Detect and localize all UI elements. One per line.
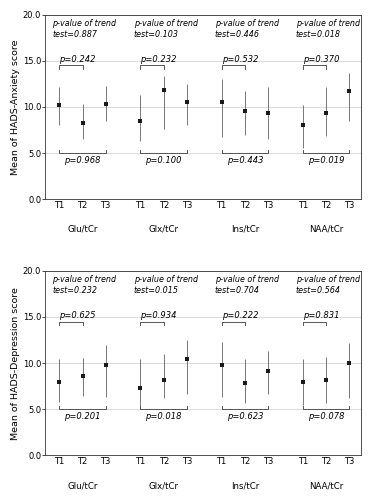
Text: p=0.968: p=0.968 [64,156,101,165]
Text: p=0.443: p=0.443 [227,156,263,165]
Text: Glx/tCr: Glx/tCr [149,225,179,234]
Text: p-value of trend
test=0.015: p-value of trend test=0.015 [133,276,198,295]
Text: p=0.831: p=0.831 [303,311,339,320]
Text: NAA/tCr: NAA/tCr [309,225,343,234]
Text: p=0.242: p=0.242 [59,55,96,64]
Text: p-value of trend
test=0.103: p-value of trend test=0.103 [133,19,198,38]
Text: Glu/tCr: Glu/tCr [67,481,98,490]
Text: p=0.018: p=0.018 [146,412,182,421]
Text: p=0.232: p=0.232 [141,55,177,64]
Text: Glu/tCr: Glu/tCr [67,225,98,234]
Text: p-value of trend
test=0.704: p-value of trend test=0.704 [215,276,279,295]
Y-axis label: Mean of HADS-Depression score: Mean of HADS-Depression score [11,286,20,440]
Text: NAA/tCr: NAA/tCr [309,481,343,490]
Text: p-value of trend
test=0.564: p-value of trend test=0.564 [296,276,360,295]
Text: p-value of trend
test=0.887: p-value of trend test=0.887 [52,19,117,38]
Text: p=0.625: p=0.625 [59,311,96,320]
Text: p-value of trend
test=0.446: p-value of trend test=0.446 [215,19,279,38]
Text: Glx/tCr: Glx/tCr [149,481,179,490]
Text: p=0.934: p=0.934 [141,311,177,320]
Text: p=0.370: p=0.370 [303,55,339,64]
Y-axis label: Mean of HADS-Anxiety score: Mean of HADS-Anxiety score [11,39,20,174]
Text: p=0.019: p=0.019 [308,156,344,165]
Text: p-value of trend
test=0.232: p-value of trend test=0.232 [52,276,117,295]
Text: Ins/tCr: Ins/tCr [231,225,259,234]
Text: p=0.222: p=0.222 [221,311,258,320]
Text: Ins/tCr: Ins/tCr [231,481,259,490]
Text: p=0.532: p=0.532 [221,55,258,64]
Text: p=0.100: p=0.100 [146,156,182,165]
Text: p=0.623: p=0.623 [227,412,263,421]
Text: p-value of trend
test=0.018: p-value of trend test=0.018 [296,19,360,38]
Text: p=0.078: p=0.078 [308,412,344,421]
Text: p=0.201: p=0.201 [64,412,101,421]
